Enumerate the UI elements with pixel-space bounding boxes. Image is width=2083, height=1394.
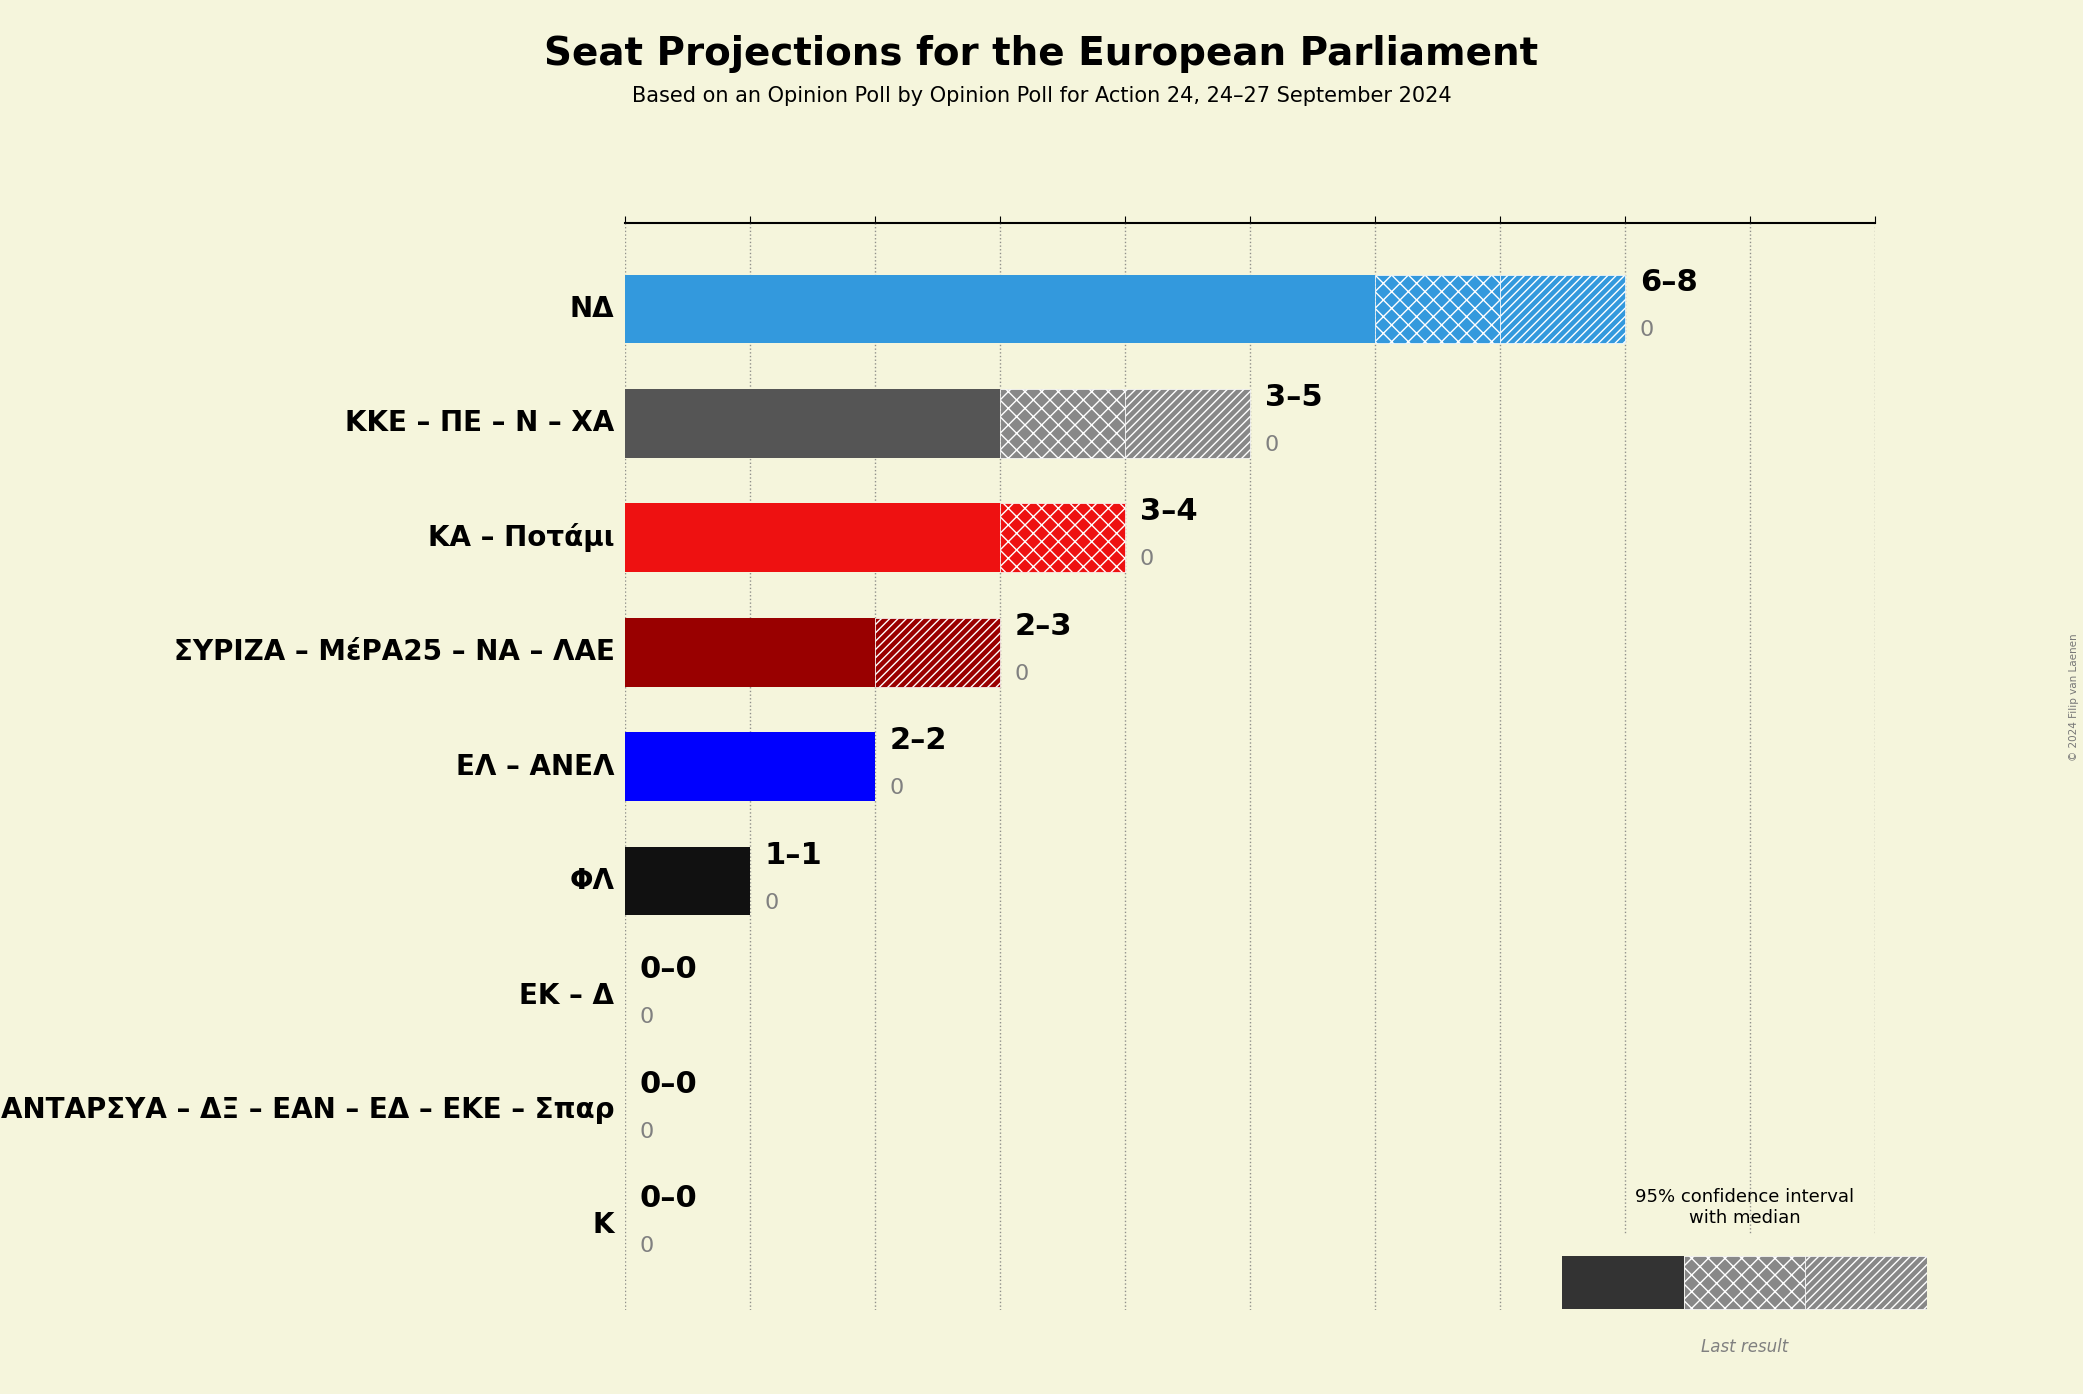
Text: 0–0: 0–0 (639, 1069, 698, 1098)
Bar (1125, 389, 1250, 457)
Bar (1683, 1256, 1806, 1309)
Text: 0: 0 (889, 778, 904, 799)
Text: ΦΛ: ΦΛ (569, 867, 614, 895)
Text: 0: 0 (639, 1122, 654, 1142)
Text: ΕΛ – ΑΝΕΛ: ΕΛ – ΑΝΕΛ (456, 753, 614, 781)
Bar (625, 503, 1000, 572)
Text: 0: 0 (1264, 435, 1279, 454)
Bar (1375, 275, 1500, 343)
Text: 0: 0 (1639, 321, 1654, 340)
Bar (1562, 1256, 1683, 1309)
Text: Based on an Opinion Poll by Opinion Poll for Action 24, 24–27 September 2024: Based on an Opinion Poll by Opinion Poll… (631, 86, 1452, 106)
Text: ΕΚ – Δ: ΕΚ – Δ (519, 981, 614, 1009)
Text: 1–1: 1–1 (764, 841, 823, 870)
Bar (625, 846, 750, 916)
Text: 3–4: 3–4 (1139, 498, 1198, 527)
Text: © 2024 Filip van Laenen: © 2024 Filip van Laenen (2068, 633, 2079, 761)
Text: Κ: Κ (594, 1210, 614, 1238)
Text: 2–2: 2–2 (889, 726, 948, 756)
Text: 0–0: 0–0 (639, 1184, 698, 1213)
Text: ΚΚΕ – ΠΕ – Ν – ΧΑ: ΚΚΕ – ΠΕ – Ν – ΧΑ (346, 410, 614, 438)
Text: ΚΑ – Ποτάμι: ΚΑ – Ποτάμι (427, 523, 614, 552)
Text: 0: 0 (639, 1006, 654, 1027)
Bar (1000, 389, 1125, 457)
Text: Seat Projections for the European Parliament: Seat Projections for the European Parlia… (544, 35, 1539, 72)
Text: 2–3: 2–3 (1014, 612, 1073, 641)
Text: 6–8: 6–8 (1639, 269, 1698, 297)
Text: ΣΥΡΙΖΑ – ΜέΡΑ25 – ΝΑ – ΛΑΕ: ΣΥΡΙΖΑ – ΜέΡΑ25 – ΝΑ – ΛΑΕ (173, 638, 614, 666)
Bar (625, 389, 1000, 457)
Text: NΔ: NΔ (571, 296, 614, 323)
Text: 0: 0 (639, 1236, 654, 1256)
Bar (1000, 503, 1125, 572)
Text: 3–5: 3–5 (1264, 383, 1323, 411)
Bar (625, 618, 875, 687)
Text: 95% confidence interval
with median: 95% confidence interval with median (1635, 1188, 1854, 1227)
Bar (625, 275, 1375, 343)
Bar (875, 618, 1000, 687)
Bar (1500, 275, 1625, 343)
Bar (625, 732, 875, 802)
Text: 0: 0 (764, 892, 779, 913)
Text: 0: 0 (1139, 549, 1154, 569)
Text: 0–0: 0–0 (639, 955, 698, 984)
Bar (1806, 1256, 1927, 1309)
Text: Last result: Last result (1702, 1338, 1787, 1356)
Text: 0: 0 (1014, 664, 1029, 683)
Text: ΑΝΤΑΡΣΥΑ – ΔΞ – ΕΑΝ – ΕΔ – ΕΚΕ – Σπαρ: ΑΝΤΑΡΣΥΑ – ΔΞ – ΕΑΝ – ΕΔ – ΕΚΕ – Σπαρ (0, 1096, 614, 1124)
